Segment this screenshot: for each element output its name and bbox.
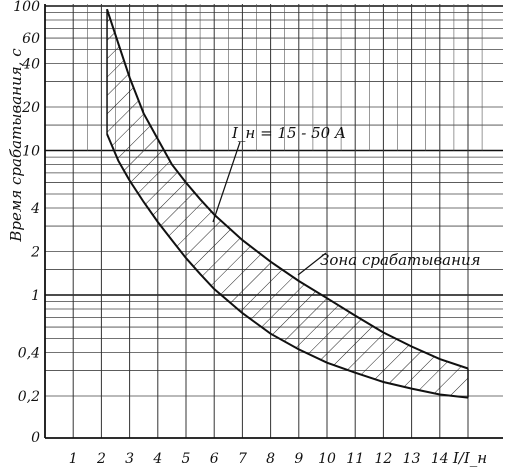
x-tick-label: 3	[125, 451, 134, 467]
x-tick-label: 7	[238, 451, 247, 467]
y-axis-label: Время срабатывания, с	[7, 48, 25, 243]
x-tick-label: 10	[318, 451, 336, 467]
y-tick-label: 10	[22, 143, 40, 159]
upper-curve	[106, 8, 469, 370]
y-tick-label: 100	[13, 0, 40, 15]
x-tick-label: 9	[294, 451, 303, 467]
y-tick-label: 0,4	[18, 346, 40, 362]
x-tick-label: 12	[374, 451, 392, 467]
annotations: I_н = 15 - 50 A Зона срабатывания	[212, 124, 481, 276]
rating-annotation: I_н = 15 - 50 A	[231, 124, 346, 142]
y-tick-label: 40	[21, 57, 40, 73]
x-tick-label: 4	[152, 451, 162, 467]
zone-leader	[297, 252, 327, 276]
x-axis-label: I/I_н	[452, 449, 487, 467]
x-tick-label: 14	[431, 451, 449, 467]
grid-lines	[45, 4, 503, 438]
x-tick-label: 11	[346, 451, 364, 467]
y-tick-label: 60	[22, 31, 40, 47]
y-tick-label: 2	[30, 245, 40, 261]
y-zero-label: 0	[31, 430, 40, 446]
x-tick-label: 5	[182, 451, 191, 467]
tick-labels: 1 2 3 4 5 6 7 8 9 10 11 12 13 14100604020104210,40,20…	[7, 0, 487, 467]
trip-zone-hatch	[107, 9, 468, 398]
zone-annotation: Зона срабатывания	[320, 251, 481, 269]
x-tick-label: 8	[266, 451, 275, 467]
rating-leader	[212, 141, 241, 223]
y-tick-label: 4	[30, 201, 40, 217]
y-tick-label: 1	[31, 288, 40, 304]
trip-zone	[106, 8, 469, 399]
x-tick-label: 13	[403, 451, 421, 467]
axes	[44, 4, 503, 439]
lower-curve	[106, 133, 469, 399]
x-tick-label: 1	[69, 451, 78, 467]
x-tick-label: 6	[210, 451, 219, 467]
x-tick-label: 2	[96, 451, 106, 467]
y-tick-label: 0,2	[18, 389, 40, 405]
y-tick-label: 20	[21, 100, 40, 116]
